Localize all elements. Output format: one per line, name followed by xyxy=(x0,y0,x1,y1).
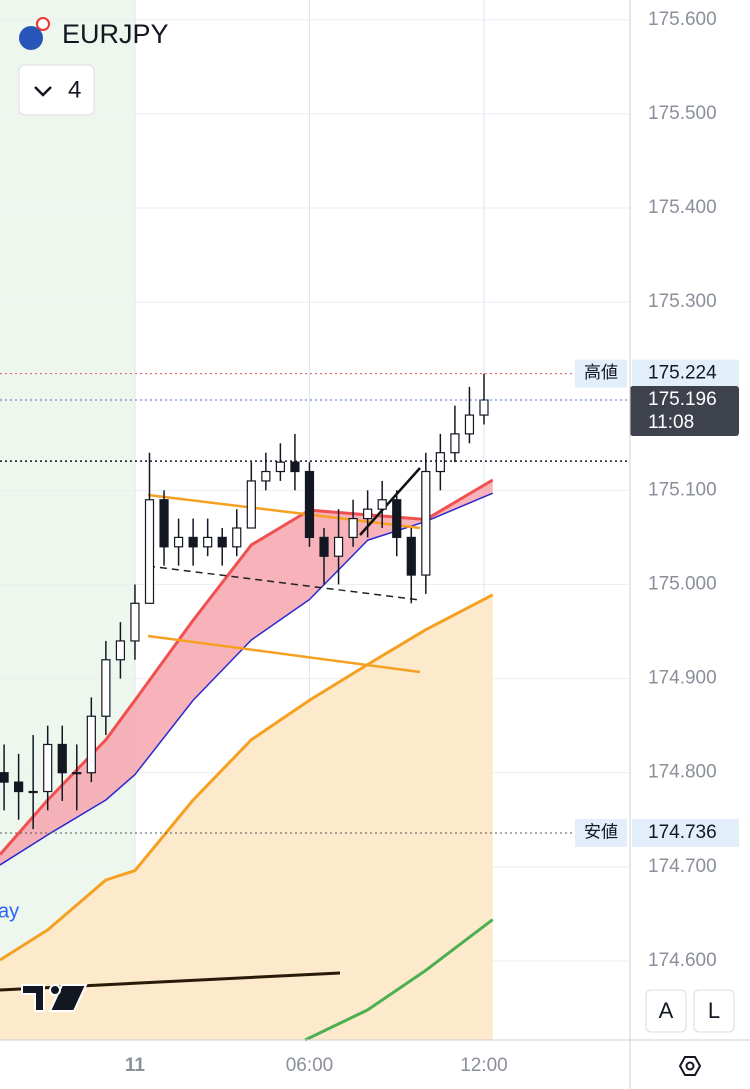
logo xyxy=(49,984,61,996)
y-tick-label: 174.900 xyxy=(648,668,717,689)
price-tag-bg xyxy=(575,359,627,388)
log-button[interactable] xyxy=(693,989,735,1033)
candle-body xyxy=(28,790,38,794)
candle-body xyxy=(203,536,213,548)
logo xyxy=(21,984,88,1012)
last-price-bg xyxy=(630,386,739,436)
y-tick-label: 175.400 xyxy=(648,197,717,218)
trend-line xyxy=(359,467,421,536)
candle-body xyxy=(450,433,460,454)
settings-icon xyxy=(685,1061,695,1071)
trend-line xyxy=(147,634,421,674)
log-label: L xyxy=(708,998,720,1023)
candle-body xyxy=(479,399,489,416)
candle-body xyxy=(72,772,82,775)
interval-button[interactable] xyxy=(18,64,95,116)
candle-body xyxy=(246,480,256,529)
candle-body xyxy=(464,414,475,435)
candles xyxy=(0,373,489,830)
candle-body xyxy=(348,517,358,539)
candle-body xyxy=(275,461,285,473)
candle-body xyxy=(319,536,329,557)
ma-area xyxy=(0,594,493,1040)
candle-body xyxy=(232,527,242,548)
countdown: 11:08 xyxy=(648,412,694,433)
y-tick-label: 175.100 xyxy=(648,479,717,500)
settings-icon[interactable] xyxy=(678,1056,702,1076)
last-price: 175.196 xyxy=(648,389,717,410)
candle-body xyxy=(86,715,96,774)
indicator-line xyxy=(304,918,494,1042)
symbol: EURJPY xyxy=(62,19,169,49)
trend-line xyxy=(147,565,421,601)
candle-body xyxy=(363,508,373,520)
legend-fragment: ay xyxy=(0,900,19,922)
flag-icon xyxy=(36,17,50,31)
y-tick-label: 174.700 xyxy=(648,856,717,877)
price-value-bg xyxy=(632,359,739,388)
y-tick-label: 175.500 xyxy=(648,103,717,124)
candle-body xyxy=(173,536,184,548)
candle-body xyxy=(115,640,126,661)
candle-body xyxy=(217,536,227,548)
auto-label: A xyxy=(659,998,674,1023)
candle-body xyxy=(421,470,431,576)
candle-body xyxy=(130,602,140,642)
candle-body xyxy=(159,499,169,548)
candle-body xyxy=(290,461,300,473)
candle-body xyxy=(261,470,271,482)
candle-body xyxy=(304,470,315,539)
y-tick-label: 174.600 xyxy=(648,950,717,971)
price-tag-label: 高値 xyxy=(584,363,618,382)
candle-body xyxy=(377,499,387,510)
trend-line xyxy=(147,493,421,530)
x-tick-label: 12:00 xyxy=(460,1055,508,1076)
interval: 4 xyxy=(68,76,81,103)
price-value: 174.736 xyxy=(648,822,717,843)
candle-body xyxy=(43,743,53,793)
x-tick-label: 11 xyxy=(125,1055,146,1076)
auto-button[interactable] xyxy=(645,989,687,1033)
y-tick-label: 175.600 xyxy=(648,9,717,30)
flag-icon xyxy=(19,26,43,50)
candle-body xyxy=(188,536,198,548)
y-tick-label: 175.000 xyxy=(648,573,717,594)
candle-body xyxy=(406,536,416,576)
price-tag-label: 安値 xyxy=(584,822,618,841)
price-value-bg xyxy=(632,818,739,847)
x-tick-label: 06:00 xyxy=(286,1055,334,1076)
ema-cloud xyxy=(0,480,493,865)
chevron xyxy=(34,86,52,97)
candle-body xyxy=(57,743,67,774)
indicator-line xyxy=(0,593,494,962)
candle-body xyxy=(0,772,9,783)
price-value: 175.224 xyxy=(648,363,717,384)
price-tag-bg xyxy=(575,818,627,847)
candle-body xyxy=(333,536,344,557)
areas xyxy=(0,480,493,1040)
candle-body xyxy=(435,452,445,473)
candle-body xyxy=(392,499,402,539)
candle-body xyxy=(101,659,111,717)
candle-body xyxy=(144,499,155,604)
candle-body xyxy=(14,781,24,793)
y-tick-label: 174.800 xyxy=(648,762,717,783)
y-tick-label: 175.300 xyxy=(648,291,717,312)
